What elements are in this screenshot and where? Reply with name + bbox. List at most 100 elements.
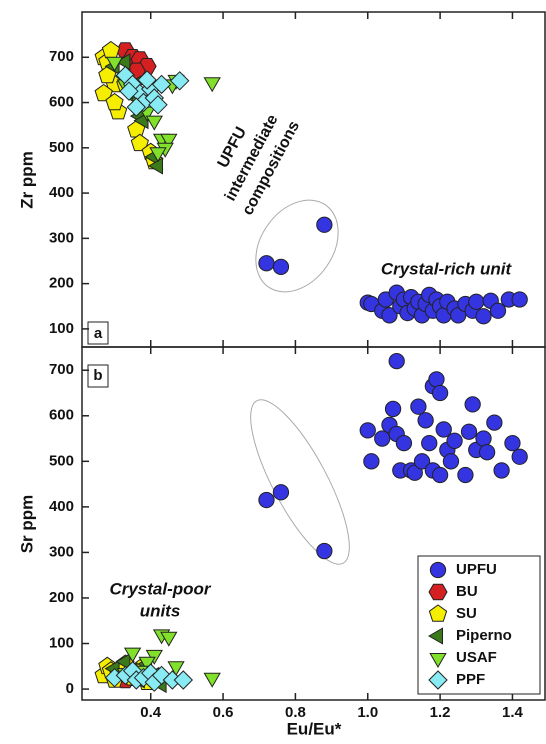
x-tick-label: 0.8 (285, 704, 306, 721)
data-point (160, 631, 178, 647)
y-tick-label: 100 (49, 634, 74, 651)
legend-label: PPF (456, 671, 485, 688)
data-point (457, 466, 474, 484)
data-point (272, 258, 290, 276)
panel-label-box (87, 321, 109, 345)
data-point (413, 453, 431, 470)
data-point (428, 371, 445, 388)
data-point (162, 670, 183, 690)
y-tick-label: 0 (66, 680, 74, 697)
data-point (101, 40, 121, 59)
data-point (115, 53, 131, 71)
y-tick-label: 400 (49, 184, 74, 201)
y-axis-label: Zr ppm (17, 151, 36, 209)
legend-marker (428, 604, 448, 622)
data-point (151, 74, 172, 95)
data-point (388, 352, 405, 370)
data-point (460, 423, 478, 440)
data-point (272, 484, 290, 501)
x-tick-label: 1.4 (502, 704, 524, 721)
data-point (130, 133, 149, 152)
y-tick-label: 300 (49, 229, 74, 246)
data-point (431, 384, 449, 402)
annotation: units (140, 601, 181, 620)
panel-label-box (87, 364, 109, 388)
annotation: Crystal-rich unit (381, 259, 513, 278)
data-point (417, 412, 434, 429)
data-point (148, 95, 168, 115)
data-point (258, 255, 275, 272)
data-point (145, 115, 163, 131)
data-point (203, 672, 221, 688)
data-point (374, 430, 391, 447)
data-point (169, 71, 190, 91)
panel-label: a (94, 325, 103, 342)
data-point (489, 302, 507, 319)
group-ellipse (255, 199, 339, 293)
data-point (468, 293, 485, 310)
y-axis-label: Sr ppm (17, 495, 36, 554)
x-tick-label: 1.0 (357, 704, 378, 721)
data-point (359, 422, 376, 439)
data-point (381, 307, 398, 324)
legend-marker (428, 670, 448, 690)
data-point (94, 83, 113, 102)
y-tick-label: 700 (49, 48, 74, 65)
legend-marker (429, 653, 447, 668)
y-tick-label: 500 (49, 139, 74, 156)
data-point (148, 157, 163, 175)
data-point (395, 434, 413, 452)
x-axis-label: Eu/Eu* (287, 719, 342, 738)
data-point (115, 653, 131, 671)
data-point (493, 462, 510, 479)
data-point (160, 133, 178, 149)
data-point (167, 661, 185, 677)
y-tick-label: 500 (49, 452, 74, 469)
y-tick-label: 100 (49, 320, 74, 337)
data-point (478, 444, 496, 461)
group-ellipse (250, 399, 350, 565)
y-tick-label: 600 (49, 407, 74, 424)
data-point (511, 291, 528, 308)
annotation: UPFU intermediate compositions (215, 112, 304, 218)
legend-marker (428, 583, 448, 601)
y-tick-label: 600 (49, 94, 74, 111)
data-point (316, 216, 333, 233)
legend-label: UPFU (456, 561, 497, 578)
data-point (410, 398, 427, 415)
panel-b-frame (81, 346, 546, 701)
data-point (464, 396, 481, 413)
data-point (442, 453, 460, 470)
data-point (475, 430, 492, 447)
data-point (446, 432, 463, 449)
legend-label: USAF (456, 649, 497, 666)
data-point (258, 491, 275, 509)
legend-label: SU (456, 605, 477, 622)
y-tick-label: 300 (49, 543, 74, 560)
data-point (475, 308, 492, 325)
data-point (435, 421, 452, 438)
data-point (126, 97, 147, 117)
data-point (105, 56, 124, 72)
data-point (316, 542, 333, 560)
x-tick-label: 0.6 (213, 704, 234, 721)
legend-label: BU (456, 583, 478, 600)
data-point (363, 453, 380, 470)
data-point (384, 400, 402, 418)
legend-label: Piperno (456, 627, 512, 644)
y-tick-label: 400 (49, 498, 74, 515)
data-point (511, 448, 528, 465)
data-point (123, 647, 142, 663)
y-tick-label: 200 (49, 275, 74, 292)
annotation: Crystal-poor (109, 579, 211, 598)
data-point (137, 70, 157, 90)
data-point (173, 670, 194, 690)
data-point (119, 81, 139, 101)
legend-marker (429, 561, 447, 579)
data-point (486, 414, 503, 431)
data-point (431, 466, 449, 484)
y-tick-label: 700 (49, 361, 74, 378)
data-point (105, 92, 124, 111)
legend-marker (428, 627, 443, 645)
